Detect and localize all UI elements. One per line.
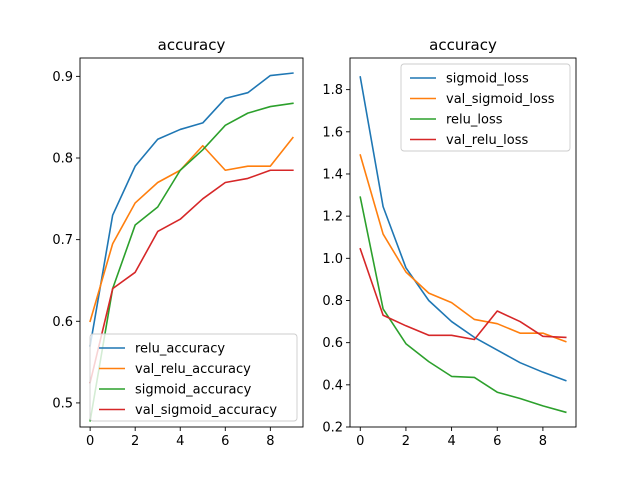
y-tick-label: 0.8	[322, 294, 343, 309]
legend-label-sigmoid_loss: sigmoid_loss	[446, 72, 529, 87]
y-tick-label: 0.6	[52, 315, 73, 330]
x-tick-label: 2	[402, 434, 410, 449]
x-tick-label: 8	[539, 434, 547, 449]
legend-label-val_relu_loss: val_relu_loss	[446, 133, 529, 148]
y-tick-label: 0.6	[322, 336, 343, 351]
y-tick-label: 0.8	[52, 152, 73, 167]
y-tick-label: 0.9	[52, 70, 73, 85]
legend-label-val_relu_accuracy: val_relu_accuracy	[135, 362, 251, 377]
x-tick-label: 8	[266, 434, 274, 449]
y-tick-label: 1.4	[322, 167, 343, 182]
right-loss-panel: accuracy 0 2 4 6 8 0.2 0.4 0.6 0.8 1.0 1.2 1.4 1.6 1.8…	[322, 36, 577, 449]
series-line-val_relu_loss	[359, 247, 567, 341]
series-line-sigmoid_loss	[359, 76, 567, 382]
left-accuracy-panel: accuracy 0 2 4 6 8 0.5 0.6 0.7 0.8 0.9 relu_accurac…	[52, 36, 304, 449]
legend: sigmoid_loss val_sigmoid_loss relu_lossval…	[400, 63, 571, 152]
y-tick-label: 1.8	[322, 83, 343, 98]
legend-label-relu_loss: relu_loss	[446, 113, 503, 128]
y-tick-label: 0.5	[52, 396, 73, 411]
series-line-relu_loss	[359, 196, 567, 414]
y-tick-label: 0.4	[322, 378, 343, 393]
x-tick-label: 4	[176, 434, 184, 449]
series-line-sigmoid_accuracy	[89, 102, 294, 422]
x-tick-label: 4	[447, 434, 455, 449]
y-tick-label: 0.2	[322, 421, 343, 436]
y-tick-label: 1.2	[322, 210, 343, 225]
x-tick-label: 6	[221, 434, 229, 449]
legend: relu_accuracy val_relu_accuracy sigmoid_ac…	[89, 333, 298, 422]
series-line-val_sigmoid_accuracy	[89, 169, 294, 384]
x-tick-label: 6	[493, 434, 501, 449]
axes-frame	[79, 57, 304, 428]
series-line-relu_accuracy	[89, 72, 294, 347]
legend-label-val_sigmoid_accuracy: val_sigmoid_accuracy	[135, 403, 277, 418]
series-line-val_sigmoid_loss	[359, 153, 567, 343]
axes-frame	[349, 57, 577, 428]
y-tick-label: 1.6	[322, 125, 343, 140]
chart-title: accuracy	[429, 36, 497, 54]
x-tick-label: 2	[131, 434, 139, 449]
y-tick-label: 0.7	[52, 233, 73, 248]
x-tick-label: 0	[86, 434, 94, 449]
x-tick-label: 0	[356, 434, 364, 449]
y-tick-label: 1.0	[322, 252, 343, 267]
legend-box	[400, 63, 571, 152]
chart-title: accuracy	[158, 36, 226, 54]
legend-label-relu_accuracy: relu_accuracy	[135, 342, 225, 357]
legend-label-val_sigmoid_loss: val_sigmoid_loss	[446, 92, 555, 107]
legend-box	[89, 333, 298, 422]
series-line-val_relu_accuracy	[89, 136, 294, 323]
legend-label-sigmoid_accuracy: sigmoid_accuracy	[135, 383, 252, 398]
